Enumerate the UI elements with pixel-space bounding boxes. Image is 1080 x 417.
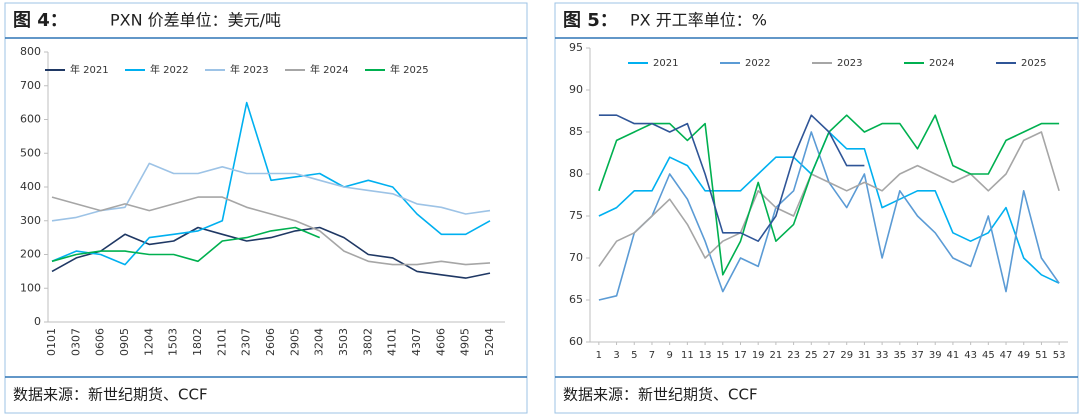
x-tick-label: 37	[911, 350, 924, 361]
x-tick-label: 19	[752, 350, 765, 361]
y-tick-label: 100	[20, 281, 41, 294]
y-tick-label: 65	[569, 293, 583, 306]
series-line	[598, 131, 1060, 267]
series-line	[51, 226, 491, 279]
x-tick-label: 11	[681, 350, 694, 361]
series-line	[51, 162, 491, 222]
series-line	[51, 196, 491, 266]
y-tick-label: 90	[569, 83, 583, 96]
figure-label: 图 4：	[13, 10, 68, 31]
x-tick-label: 2307	[240, 328, 253, 356]
legend-label: 2022	[745, 58, 770, 69]
y-tick-label: 60	[569, 335, 583, 348]
panel	[554, 2, 1079, 414]
x-tick-label: 13	[699, 350, 712, 361]
source-note: 数据来源：新世纪期货、CCF	[13, 386, 208, 404]
series-line	[51, 226, 321, 263]
x-tick-label: 9	[666, 350, 672, 361]
x-tick-label: 3503	[337, 328, 350, 356]
legend-label: 2023	[837, 58, 862, 69]
x-tick-label: 3802	[361, 328, 374, 356]
series-line	[598, 131, 1060, 301]
x-tick-label: 51	[1035, 350, 1048, 361]
y-tick-label: 75	[569, 209, 583, 222]
y-tick-label: 200	[20, 248, 41, 261]
x-tick-label: 3204	[313, 328, 326, 356]
x-tick-label: 43	[964, 350, 977, 361]
y-tick-label: 300	[20, 214, 41, 227]
legend-label: 年 2024	[310, 63, 349, 76]
x-tick-label: 4101	[386, 328, 399, 356]
x-tick-label: 35	[893, 350, 906, 361]
x-tick-label: 33	[876, 350, 889, 361]
legend-label: 2024	[929, 58, 954, 69]
y-tick-label: 500	[20, 146, 41, 159]
legend-label: 2021	[653, 58, 678, 69]
y-tick-label: 0	[34, 315, 41, 328]
source-note: 数据来源：新世纪期货、CCF	[563, 386, 758, 404]
x-tick-label: 4606	[434, 328, 447, 356]
x-tick-label: 2606	[264, 328, 277, 356]
x-tick-label: 27	[823, 350, 836, 361]
y-tick-label: 85	[569, 125, 583, 138]
y-tick-label: 70	[569, 251, 583, 264]
x-tick-label: 0307	[69, 328, 82, 356]
legend-label: 2025	[1021, 58, 1046, 69]
series-line	[598, 114, 865, 242]
legend-label: 年 2025	[390, 63, 429, 76]
x-tick-label: 15	[716, 350, 729, 361]
x-tick-label: 45	[982, 350, 995, 361]
x-tick-label: 4905	[459, 328, 472, 356]
legend-label: 年 2022	[150, 63, 189, 76]
x-tick-label: 39	[929, 350, 942, 361]
x-tick-label: 1204	[142, 328, 155, 356]
panel	[4, 2, 528, 414]
y-tick-label: 400	[20, 180, 41, 193]
x-tick-label: 0606	[94, 328, 107, 356]
x-tick-label: 41	[947, 350, 960, 361]
x-tick-label: 53	[1053, 350, 1066, 361]
figure-label: 图 5：	[563, 10, 618, 31]
x-tick-label: 23	[787, 350, 800, 361]
legend-label: 年 2023	[230, 63, 269, 76]
x-tick-label: 21	[770, 350, 783, 361]
chart-title: PX 开工率单位：%	[630, 11, 767, 30]
y-tick-label: 80	[569, 167, 583, 180]
series-line	[51, 101, 491, 266]
y-tick-label: 95	[569, 41, 583, 54]
y-tick-label: 800	[20, 45, 41, 58]
x-tick-label: 7	[649, 350, 655, 361]
x-tick-label: 31	[858, 350, 871, 361]
legend-label: 年 2021	[70, 63, 109, 76]
x-tick-label: 25	[805, 350, 818, 361]
y-tick-label: 700	[20, 79, 41, 92]
x-tick-label: 47	[1000, 350, 1013, 361]
series-line	[598, 131, 1060, 284]
x-tick-label: 0101	[45, 328, 58, 356]
x-tick-label: 1503	[167, 328, 180, 356]
x-tick-label: 5	[631, 350, 637, 361]
x-tick-label: 2101	[215, 328, 228, 356]
x-tick-label: 1	[596, 350, 602, 361]
chart-title: PXN 价差单位：美元/吨	[110, 11, 281, 30]
x-tick-label: 3	[613, 350, 619, 361]
y-tick-label: 600	[20, 113, 41, 126]
x-tick-label: 0905	[118, 328, 131, 356]
x-tick-label: 17	[734, 350, 747, 361]
x-tick-label: 49	[1017, 350, 1030, 361]
x-tick-label: 4307	[410, 328, 423, 356]
x-tick-label: 1802	[191, 328, 204, 356]
x-tick-label: 2905	[288, 328, 301, 356]
x-tick-label: 29	[840, 350, 853, 361]
series-line	[598, 114, 1060, 276]
x-tick-label: 5204	[483, 328, 496, 356]
